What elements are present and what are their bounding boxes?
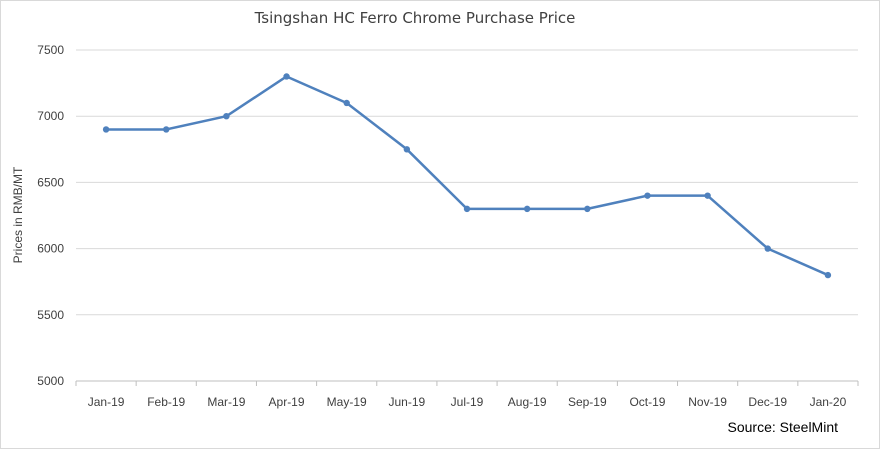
x-tick-label: Dec-19	[748, 395, 787, 409]
data-point	[644, 192, 651, 199]
x-tick-label: Feb-19	[147, 395, 185, 409]
x-tick-label: Oct-19	[629, 395, 665, 409]
x-axis	[75, 380, 859, 386]
y-tick-label: 6000	[37, 242, 64, 256]
x-tick-label: Apr-19	[269, 395, 305, 409]
data-point	[283, 73, 290, 80]
data-point	[403, 146, 411, 153]
data-point	[704, 192, 711, 199]
y-tick-label: 6500	[37, 175, 64, 189]
x-tick-label: Mar-19	[207, 395, 245, 409]
data-point	[523, 205, 531, 213]
y-tick-labels: 5000 5500 6000 6500 7000 7500	[37, 43, 64, 388]
data-point	[463, 205, 471, 213]
y-tick-label: 5000	[37, 374, 64, 388]
data-point	[584, 205, 591, 213]
source-note: Source: SteelMint	[727, 419, 839, 435]
data-point	[223, 113, 230, 120]
chart-title: Tsingshan HC Ferro Chrome Purchase Price	[254, 9, 576, 27]
x-tick-label: May-19	[327, 395, 367, 409]
data-point	[764, 245, 771, 252]
y-tick-label: 7500	[37, 43, 64, 57]
x-tick-labels: Jan-19 Feb-19 Mar-19 Apr-19 May-19 Jun-19 Jul-…	[88, 395, 847, 409]
series-line	[106, 75, 829, 277]
gridlines	[76, 49, 858, 382]
data-point	[163, 126, 170, 133]
data-point	[343, 99, 350, 107]
x-tick-label: Nov-19	[688, 395, 727, 409]
y-tick-label: 5500	[37, 308, 64, 322]
x-tick-label: Jun-19	[388, 395, 425, 409]
y-tick-label: 7000	[37, 109, 64, 123]
data-point	[824, 271, 832, 279]
x-tick-label: Jan-20	[810, 395, 847, 409]
data-point	[102, 126, 110, 133]
x-tick-label: Aug-19	[508, 395, 547, 409]
series-group	[102, 73, 832, 279]
x-tick-label: Jul-19	[451, 395, 484, 409]
x-tick-label: Jan-19	[88, 395, 125, 409]
x-tick-label: Sep-19	[568, 395, 607, 409]
